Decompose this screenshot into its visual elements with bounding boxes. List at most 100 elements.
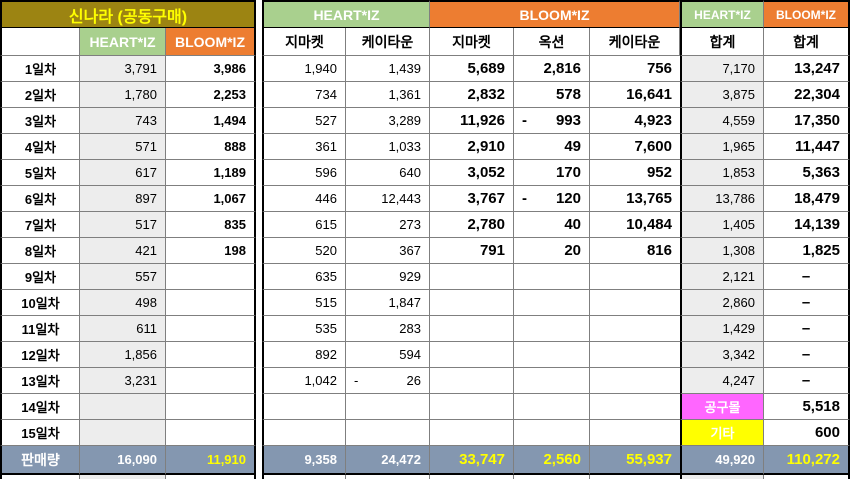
table-cell[interactable]: 1,067 bbox=[166, 186, 256, 212]
table-cell[interactable]: 515 bbox=[262, 290, 346, 316]
total-cell[interactable]: 24,472 bbox=[346, 446, 430, 475]
subheader-ktown-heartiz[interactable]: 케이타운 bbox=[346, 28, 430, 56]
total-cell[interactable]: 11,910 bbox=[166, 446, 256, 475]
table-cell[interactable]: 1,780 bbox=[80, 82, 166, 108]
table-cell[interactable]: 3,986 bbox=[166, 56, 256, 82]
table-cell[interactable]: 2,816 bbox=[514, 56, 590, 82]
row-label[interactable]: 3일차 bbox=[0, 108, 80, 134]
table-cell[interactable]: 2,860 bbox=[680, 290, 764, 316]
row-label[interactable]: 6일차 bbox=[0, 186, 80, 212]
table-cell[interactable]: 517 bbox=[80, 212, 166, 238]
bloomiz-total-group-header[interactable]: BLOOM*IZ bbox=[764, 0, 850, 28]
row-label[interactable]: 14일차 bbox=[0, 394, 80, 420]
table-cell[interactable]: 929 bbox=[346, 264, 430, 290]
table-cell[interactable] bbox=[514, 290, 590, 316]
table-cell[interactable]: 공구몰 bbox=[680, 394, 764, 420]
table-cell[interactable]: 421 bbox=[80, 238, 166, 264]
heartiz-mid-group-header[interactable]: HEART*IZ bbox=[262, 0, 430, 28]
table-cell[interactable]: 13,247 bbox=[764, 56, 850, 82]
table-cell[interactable] bbox=[590, 264, 680, 290]
total-cell[interactable]: 9,358 bbox=[262, 446, 346, 475]
row-label[interactable]: 15일차 bbox=[0, 420, 80, 446]
row-label[interactable]: 11일차 bbox=[0, 316, 80, 342]
row-label[interactable]: 8일차 bbox=[0, 238, 80, 264]
table-cell[interactable]: 3,289 bbox=[346, 108, 430, 134]
table-cell[interactable]: 283 bbox=[346, 316, 430, 342]
table-cell[interactable]: 1,429 bbox=[680, 316, 764, 342]
table-cell[interactable] bbox=[262, 420, 346, 446]
table-cell[interactable]: 13,786 bbox=[680, 186, 764, 212]
table-cell[interactable]: 7,600 bbox=[590, 134, 680, 160]
table-cell[interactable]: 7,170 bbox=[680, 56, 764, 82]
table-cell[interactable]: -120 bbox=[514, 186, 590, 212]
table-cell[interactable] bbox=[430, 420, 514, 446]
table-cell[interactable]: 791 bbox=[430, 238, 514, 264]
table-cell[interactable]: 1,825 bbox=[764, 238, 850, 264]
table-cell[interactable]: 3,767 bbox=[430, 186, 514, 212]
table-cell[interactable]: 520 bbox=[262, 238, 346, 264]
table-cell[interactable]: 11,447 bbox=[764, 134, 850, 160]
table-cell[interactable]: – bbox=[764, 264, 850, 290]
table-cell[interactable]: 4,923 bbox=[590, 108, 680, 134]
subheader-heartiz[interactable]: HEART*IZ bbox=[80, 28, 166, 56]
table-cell[interactable]: 498 bbox=[80, 290, 166, 316]
table-cell[interactable] bbox=[590, 368, 680, 394]
table-cell[interactable] bbox=[514, 264, 590, 290]
table-cell[interactable] bbox=[430, 342, 514, 368]
table-cell[interactable]: 578 bbox=[514, 82, 590, 108]
table-cell[interactable]: 615 bbox=[262, 212, 346, 238]
table-cell[interactable]: 1,940 bbox=[262, 56, 346, 82]
row-label[interactable]: 9일차 bbox=[0, 264, 80, 290]
row-label[interactable]: 5일차 bbox=[0, 160, 80, 186]
table-cell[interactable]: 557 bbox=[80, 264, 166, 290]
table-cell[interactable] bbox=[166, 342, 256, 368]
table-cell[interactable]: 170 bbox=[514, 160, 590, 186]
table-cell[interactable]: 571 bbox=[80, 134, 166, 160]
table-cell[interactable]: -993 bbox=[514, 108, 590, 134]
table-cell[interactable]: 743 bbox=[80, 108, 166, 134]
table-cell[interactable]: 1,965 bbox=[680, 134, 764, 160]
subheader-heartiz-sum[interactable]: 합계 bbox=[680, 28, 764, 56]
table-cell[interactable] bbox=[346, 420, 430, 446]
table-cell[interactable]: 1,847 bbox=[346, 290, 430, 316]
table-cell[interactable]: 17,350 bbox=[764, 108, 850, 134]
shinnara-group-header[interactable]: 신나라 (공동구매) bbox=[0, 0, 256, 28]
table-cell[interactable]: 361 bbox=[262, 134, 346, 160]
table-cell[interactable]: 10,484 bbox=[590, 212, 680, 238]
table-cell[interactable]: 897 bbox=[80, 186, 166, 212]
total-cell[interactable]: 110,272 bbox=[764, 446, 850, 475]
total-cell[interactable]: 55,937 bbox=[590, 446, 680, 475]
table-cell[interactable]: – bbox=[764, 316, 850, 342]
table-cell[interactable]: 1,361 bbox=[346, 82, 430, 108]
table-cell[interactable] bbox=[80, 420, 166, 446]
row-label[interactable]: 4일차 bbox=[0, 134, 80, 160]
bloomiz-mid-group-header[interactable]: BLOOM*IZ bbox=[430, 0, 680, 28]
table-cell[interactable] bbox=[590, 394, 680, 420]
table-cell[interactable]: 40 bbox=[514, 212, 590, 238]
heartiz-total-group-header[interactable]: HEART*IZ bbox=[680, 0, 764, 28]
table-cell[interactable] bbox=[166, 316, 256, 342]
table-cell[interactable]: – bbox=[764, 342, 850, 368]
table-cell[interactable]: 13,765 bbox=[590, 186, 680, 212]
subheader-gmarket-heartiz[interactable]: 지마켓 bbox=[262, 28, 346, 56]
table-cell[interactable]: 5,518 bbox=[764, 394, 850, 420]
table-cell[interactable]: 594 bbox=[346, 342, 430, 368]
table-cell[interactable] bbox=[590, 420, 680, 446]
table-cell[interactable] bbox=[166, 394, 256, 420]
subheader-bloomiz-sum[interactable]: 합계 bbox=[764, 28, 850, 56]
table-cell[interactable]: 888 bbox=[166, 134, 256, 160]
table-cell[interactable] bbox=[590, 290, 680, 316]
table-cell[interactable]: 2,253 bbox=[166, 82, 256, 108]
table-cell[interactable]: 12,443 bbox=[346, 186, 430, 212]
row-label[interactable]: 10일차 bbox=[0, 290, 80, 316]
table-cell[interactable] bbox=[430, 394, 514, 420]
table-cell[interactable]: 5,363 bbox=[764, 160, 850, 186]
row-label[interactable]: 13일차 bbox=[0, 368, 80, 394]
table-cell[interactable]: 20 bbox=[514, 238, 590, 264]
table-cell[interactable] bbox=[166, 420, 256, 446]
table-cell[interactable]: 1,042 bbox=[262, 368, 346, 394]
day-column-header[interactable] bbox=[0, 28, 80, 56]
table-cell[interactable]: 3,052 bbox=[430, 160, 514, 186]
table-cell[interactable]: 1,405 bbox=[680, 212, 764, 238]
table-cell[interactable] bbox=[166, 264, 256, 290]
